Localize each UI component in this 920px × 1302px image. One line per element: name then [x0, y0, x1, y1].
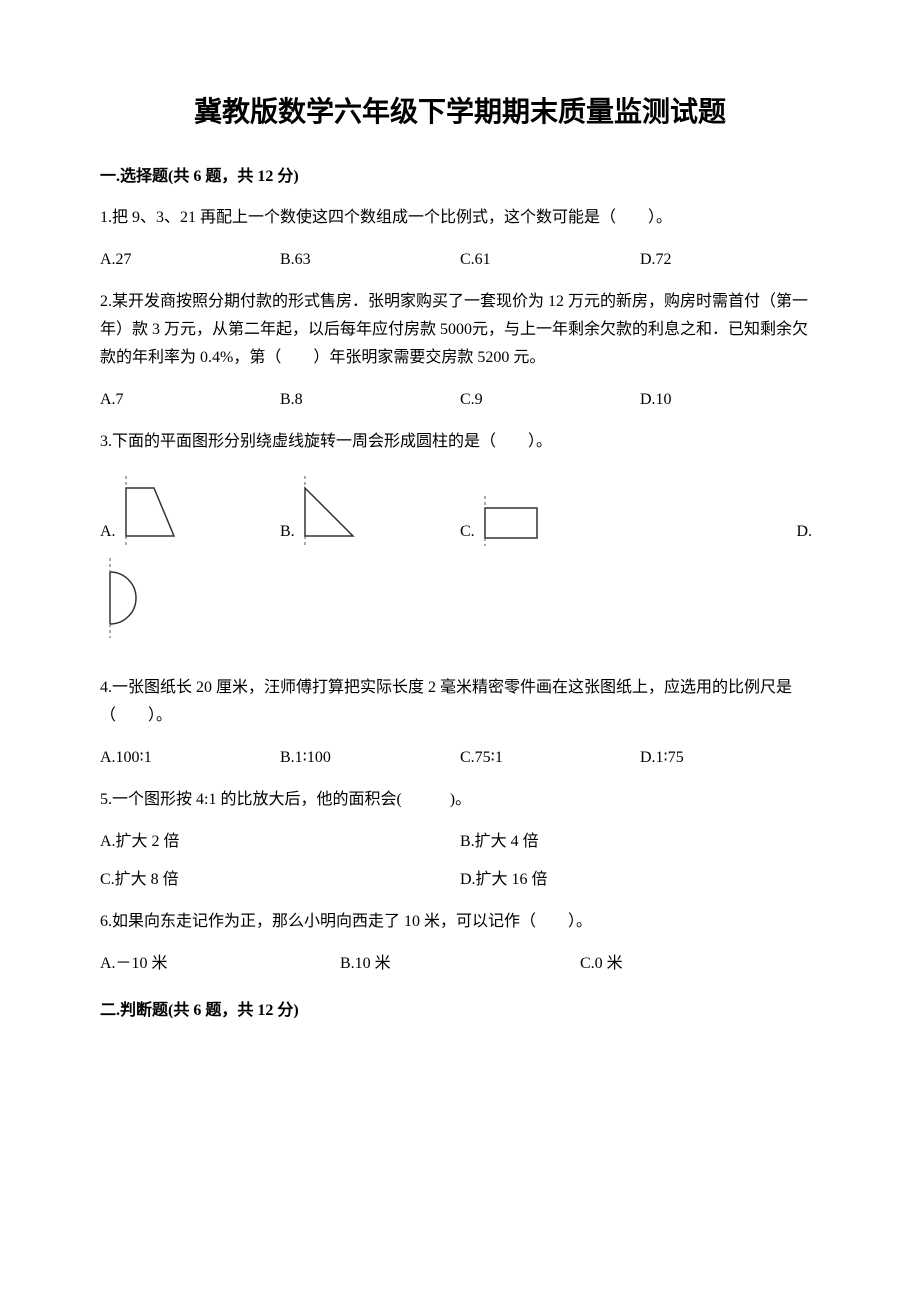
q4-options: A.100∶1 B.1∶100 C.75∶1 D.1∶75: [100, 744, 820, 772]
q4-opt-c: C.75∶1: [460, 744, 640, 772]
section1-header: 一.选择题(共 6 题，共 12 分): [100, 162, 820, 186]
q3-opt-c: C.: [460, 496, 640, 546]
question-1: 1.把 9、3、21 再配上一个数使这四个数组成一个比例式，这个数可能是（ ）。…: [100, 204, 820, 274]
question-3: 3.下面的平面图形分别绕虚线旋转一周会形成圆柱的是（ ）。 A. B.: [100, 428, 820, 638]
q6-opt-a: A.－10 米: [100, 950, 340, 978]
q3-options: A. B. C.: [100, 476, 820, 546]
q2-stem: 2.某开发商按照分期付款的形式售房．张明家购买了一套现价为 12 万元的新房，购…: [100, 288, 820, 372]
q2-opt-b: B.8: [280, 386, 460, 414]
q5-opt-c: C.扩大 8 倍: [100, 866, 460, 894]
trapezoid-shape-icon: [120, 476, 180, 546]
q6-stem: 6.如果向东走记作为正，那么小明向西走了 10 米，可以记作（ ）。: [100, 908, 820, 936]
q3-opt-d: D.: [640, 518, 820, 546]
q4-opt-b: B.1∶100: [280, 744, 460, 772]
q1-opt-d: D.72: [640, 246, 820, 274]
q3-opt-d-shape: [100, 558, 820, 638]
page-title: 冀教版数学六年级下学期期末质量监测试题: [100, 90, 820, 130]
q3-opt-b: B.: [280, 476, 460, 546]
q2-opt-a: A.7: [100, 386, 280, 414]
semicircle-shape-icon: [100, 558, 150, 638]
q5-options-row2: C.扩大 8 倍 D.扩大 16 倍: [100, 866, 820, 894]
q5-stem: 5.一个图形按 4:1 的比放大后，他的面积会( )。: [100, 786, 820, 814]
q4-stem: 4.一张图纸长 20 厘米，汪师傅打算把实际长度 2 毫米精密零件画在这张图纸上…: [100, 674, 820, 730]
q3-opt-d-label: D.: [796, 518, 812, 546]
question-2: 2.某开发商按照分期付款的形式售房．张明家购买了一套现价为 12 万元的新房，购…: [100, 288, 820, 414]
question-4: 4.一张图纸长 20 厘米，汪师傅打算把实际长度 2 毫米精密零件画在这张图纸上…: [100, 674, 820, 772]
q6-opt-c: C.0 米: [580, 950, 820, 978]
q5-options-row1: A.扩大 2 倍 B.扩大 4 倍: [100, 828, 820, 856]
q1-opt-c: C.61: [460, 246, 640, 274]
q2-opt-c: C.9: [460, 386, 640, 414]
q1-stem: 1.把 9、3、21 再配上一个数使这四个数组成一个比例式，这个数可能是（ ）。: [100, 204, 820, 232]
q2-opt-d: D.10: [640, 386, 820, 414]
section2-header: 二.判断题(共 6 题，共 12 分): [100, 996, 820, 1020]
q4-opt-d: D.1∶75: [640, 744, 820, 772]
rectangle-shape-icon: [479, 496, 549, 546]
question-5: 5.一个图形按 4:1 的比放大后，他的面积会( )。 A.扩大 2 倍 B.扩…: [100, 786, 820, 894]
question-6: 6.如果向东走记作为正，那么小明向西走了 10 米，可以记作（ ）。 A.－10…: [100, 908, 820, 978]
q3-opt-c-label: C.: [460, 518, 475, 546]
q4-opt-a: A.100∶1: [100, 744, 280, 772]
q1-options: A.27 B.63 C.61 D.72: [100, 246, 820, 274]
q5-opt-d: D.扩大 16 倍: [460, 866, 820, 894]
q2-options: A.7 B.8 C.9 D.10: [100, 386, 820, 414]
q1-opt-a: A.27: [100, 246, 280, 274]
q1-opt-b: B.63: [280, 246, 460, 274]
q6-options: A.－10 米 B.10 米 C.0 米: [100, 950, 820, 978]
q3-stem: 3.下面的平面图形分别绕虚线旋转一周会形成圆柱的是（ ）。: [100, 428, 820, 456]
q6-opt-b: B.10 米: [340, 950, 580, 978]
q3-opt-b-label: B.: [280, 518, 295, 546]
right-triangle-shape-icon: [299, 476, 359, 546]
q5-opt-b: B.扩大 4 倍: [460, 828, 820, 856]
q3-opt-a-label: A.: [100, 518, 116, 546]
q5-opt-a: A.扩大 2 倍: [100, 828, 460, 856]
q3-opt-a: A.: [100, 476, 280, 546]
